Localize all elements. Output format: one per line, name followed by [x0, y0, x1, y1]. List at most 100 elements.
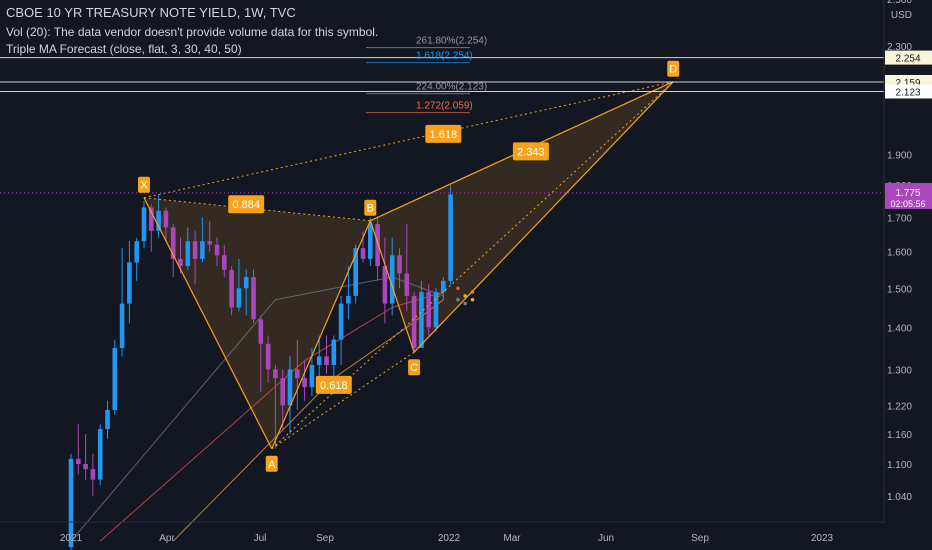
candle	[90, 453, 96, 496]
candle	[200, 217, 205, 263]
time-axis-tick: Jul	[254, 533, 267, 544]
candle-body	[280, 378, 285, 406]
candle	[316, 335, 322, 383]
candle	[273, 365, 278, 449]
candle-body	[90, 469, 96, 480]
candle-body	[419, 292, 424, 348]
price-axis-tick: 2.500	[887, 0, 912, 6]
candle	[156, 194, 161, 238]
pattern-leg-line	[413, 81, 674, 353]
forecast-dot	[456, 297, 460, 302]
candle-body	[316, 356, 322, 366]
candle	[68, 453, 74, 550]
fib-level-label: 261.80%(2.254)	[416, 36, 487, 47]
candle-body	[331, 339, 337, 366]
pattern-leg-line	[143, 197, 273, 450]
candle	[214, 237, 220, 267]
candle-body	[389, 255, 395, 304]
price-axis-tick: 1.500	[887, 284, 912, 295]
candle-body	[163, 210, 169, 228]
candle	[185, 227, 191, 270]
candle	[192, 230, 198, 285]
time-axis-tick: Sep	[316, 533, 334, 544]
pattern-ratio-marker	[315, 375, 352, 394]
pattern-ratio-label: 0.884	[232, 199, 260, 211]
candle-body	[295, 369, 300, 379]
price-level-tag	[885, 84, 932, 99]
candle	[331, 335, 337, 383]
pattern-point-marker	[138, 176, 150, 193]
candle-body	[287, 369, 293, 406]
candle	[243, 269, 249, 316]
candle-body	[448, 194, 453, 281]
candle-body	[360, 248, 366, 259]
candle-body	[243, 277, 249, 289]
volume-indicator-label: Vol (20): The data vendor doesn't provid…	[6, 25, 379, 39]
price-axis-tick: 1.040	[887, 492, 912, 503]
candle	[97, 424, 103, 485]
candle-body	[149, 207, 154, 231]
candle-body	[382, 266, 388, 304]
candle-body	[112, 347, 118, 411]
pattern-point-label: A	[268, 459, 276, 471]
candle-body	[302, 378, 307, 388]
pattern-ratio-marker	[425, 124, 462, 143]
candle	[222, 244, 227, 278]
pattern-ratio-marker	[512, 142, 549, 161]
price-axis-tick: 1.300	[887, 365, 912, 376]
candle	[112, 339, 118, 415]
candle-body	[346, 295, 351, 304]
candle-body	[105, 410, 110, 430]
price-axis-tick: 1.100	[887, 460, 912, 471]
candle	[448, 185, 453, 285]
candle-body	[236, 288, 242, 308]
candle-body	[134, 241, 139, 263]
candle	[170, 224, 176, 278]
pattern-fill-bcd	[370, 81, 674, 353]
candle	[163, 207, 169, 242]
candle-body	[251, 277, 256, 320]
candle	[419, 280, 424, 348]
candle	[280, 369, 285, 430]
pattern-point-marker	[364, 199, 377, 216]
candle	[382, 237, 388, 324]
price-axis-tick: 1.160	[887, 430, 912, 441]
last-price-tag	[885, 182, 932, 209]
moving-average-line	[172, 299, 444, 542]
candle-body	[411, 295, 417, 348]
candle	[265, 335, 271, 383]
symbol-title: CBOE 10 YR TREASURY NOTE YIELD, 1W, TVC	[6, 5, 296, 20]
pattern-point-marker	[667, 60, 680, 77]
candle-body	[309, 365, 315, 388]
candle-body	[97, 429, 103, 480]
candle-body	[265, 343, 271, 370]
pattern-point-label: X	[140, 180, 148, 192]
candle-body	[338, 303, 344, 340]
candle-body	[258, 319, 264, 344]
bar-countdown: 02:05:56	[890, 199, 925, 209]
candle	[324, 335, 329, 374]
candle-body	[141, 207, 147, 242]
time-axis-tick: Sep	[691, 533, 709, 544]
candle-body	[229, 269, 234, 308]
candle	[426, 284, 431, 336]
price-level-tag-text: 2.123	[895, 87, 920, 98]
moving-average-line	[70, 276, 444, 542]
fib-level-label: 1.618(2.254)	[416, 51, 473, 62]
candle	[119, 248, 125, 357]
candle	[368, 217, 373, 267]
candle-body	[433, 292, 439, 328]
candle	[251, 269, 256, 324]
pattern-ratio-label: 2.343	[517, 146, 545, 158]
candle-body	[192, 241, 198, 259]
candle	[375, 217, 380, 281]
pattern-ratio-label: 0.618	[320, 380, 348, 392]
candle-body	[119, 303, 125, 348]
price-axis-tick: 1.900	[887, 150, 912, 161]
candle-body	[368, 224, 373, 259]
candle-body	[222, 255, 227, 270]
candle	[302, 360, 307, 401]
forecast-dot	[463, 294, 468, 298]
